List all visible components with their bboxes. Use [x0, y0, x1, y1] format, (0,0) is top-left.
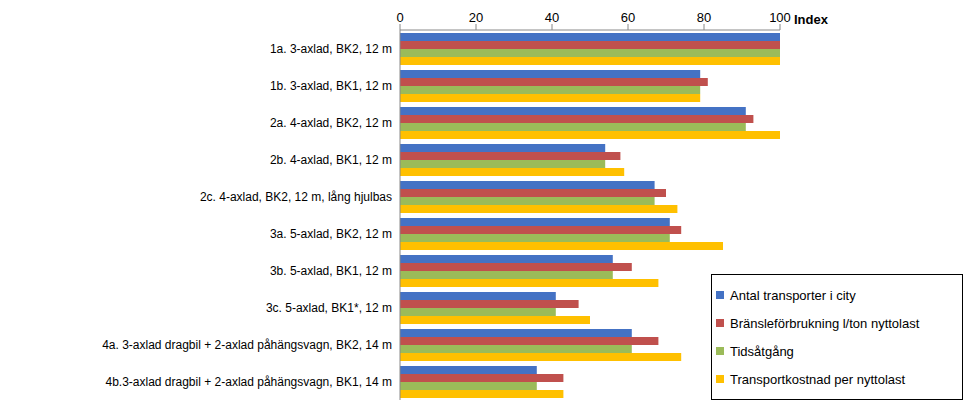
html-text:Bränsleförbrukning l/ton nytto: Bränsleförbrukning l/ton nyttolast — [730, 315, 920, 331]
svg-text:Index: Index — [794, 12, 829, 27]
html-text:Tidsåtgång: Tidsåtgång — [730, 343, 794, 359]
html-text:Antal transporter i city: Antal transporter i city — [730, 287, 856, 303]
svg-text:80: 80 — [697, 10, 711, 25]
svg-text:2a. 4-axlad, BK2, 12 m: 2a. 4-axlad, BK2, 12 m — [270, 116, 392, 130]
svg-text:1a. 3-axlad, BK2, 12 m: 1a. 3-axlad, BK2, 12 m — [270, 42, 392, 56]
svg-text:40: 40 — [545, 10, 559, 25]
svg-text:2c. 4-axlad, BK2, 12 m, lång h: 2c. 4-axlad, BK2, 12 m, lång hjulbas — [200, 190, 392, 204]
svg-text:60: 60 — [621, 10, 635, 25]
svg-text:2b. 4-axlad, BK1, 12 m: 2b. 4-axlad, BK1, 12 m — [270, 153, 392, 167]
svg-text:0: 0 — [396, 10, 403, 25]
html-text:Transportkostnad per nyttolast: Transportkostnad per nyttolast — [730, 371, 906, 387]
svg-text:4a. 3-axlad dragbil + 2-axlad: 4a. 3-axlad dragbil + 2-axlad påhängsvag… — [102, 338, 392, 352]
svg-text:20: 20 — [469, 10, 483, 25]
svg-text:1b. 3-axlad, BK1, 12 m: 1b. 3-axlad, BK1, 12 m — [270, 79, 392, 93]
svg-text:3a. 5-axlad, BK2, 12 m: 3a. 5-axlad, BK2, 12 m — [270, 227, 392, 241]
svg-text:4b.3-axlad dragbil + 2-axlad p: 4b.3-axlad dragbil + 2-axlad påhängsvagn… — [105, 375, 392, 389]
svg-text:3c. 5-axlad, BK1*, 12 m: 3c. 5-axlad, BK1*, 12 m — [266, 301, 392, 315]
svg-text:3b. 5-axlad, BK1, 12 m: 3b. 5-axlad, BK1, 12 m — [270, 264, 392, 278]
svg-text:100: 100 — [769, 10, 791, 25]
